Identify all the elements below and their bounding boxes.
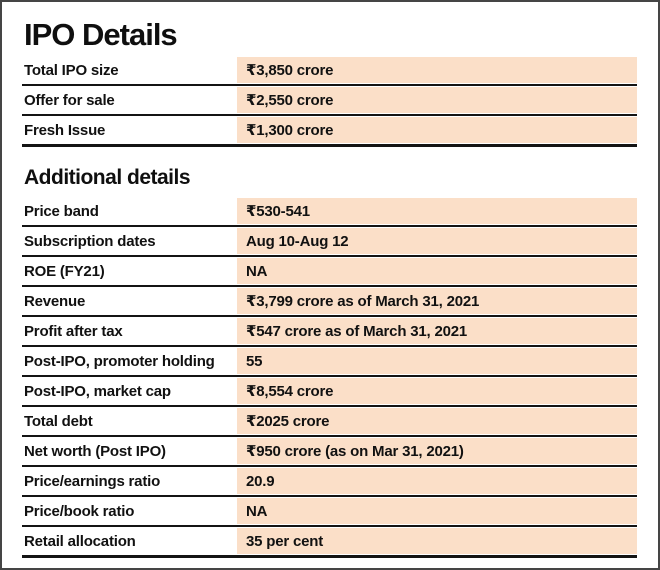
row-label: Retail allocation [22,527,237,555]
additional-details-heading: Additional details [24,166,191,189]
row-label: ROE (FY21) [22,257,237,285]
row-value: Aug 10-Aug 12 [237,227,637,255]
row-label: Post-IPO, promoter holding [22,347,237,375]
row-label: Revenue [22,287,237,315]
row-label: Price/book ratio [22,497,237,525]
table-row: Post-IPO, market cap ₹8,554 crore [22,377,637,407]
row-label: Offer for sale [22,86,237,114]
table-row: ROE (FY21) NA [22,257,637,287]
table-row: Post-IPO, promoter holding 55 [22,347,637,377]
row-value: 55 [237,347,637,375]
row-value: ₹2025 crore [237,407,637,435]
row-label: Fresh Issue [22,116,237,144]
table-row: Revenue ₹3,799 crore as of March 31, 202… [22,287,637,317]
row-label: Subscription dates [22,227,237,255]
table-row: Retail allocation 35 per cent [22,527,637,558]
row-value: ₹8,554 crore [237,377,637,405]
row-label: Post-IPO, market cap [22,377,237,405]
page-title: IPO Details [24,17,178,52]
table-row: Price band ₹530-541 [22,197,637,227]
row-label: Price/earnings ratio [22,467,237,495]
row-label: Net worth (Post IPO) [22,437,237,465]
row-value: ₹2,550 crore [237,86,637,114]
row-value: ₹530-541 [237,197,637,225]
row-value: ₹1,300 crore [237,116,637,144]
table-row: Offer for sale ₹2,550 crore [22,86,637,116]
table-row: Fresh Issue ₹1,300 crore [22,116,637,147]
row-value: 20.9 [237,467,637,495]
row-value: NA [237,497,637,525]
row-value: ₹547 crore as of March 31, 2021 [237,317,637,345]
row-value: ₹3,799 crore as of March 31, 2021 [237,287,637,315]
row-value: 35 per cent [237,527,637,555]
row-label: Total debt [22,407,237,435]
row-label: Price band [22,197,237,225]
table-row: Price/earnings ratio 20.9 [22,467,637,497]
table-row: Total IPO size ₹3,850 crore [22,56,637,86]
row-label: Profit after tax [22,317,237,345]
row-value: ₹950 crore (as on Mar 31, 2021) [237,437,637,465]
table-row: Total debt ₹2025 crore [22,407,637,437]
row-label: Total IPO size [22,56,237,84]
table-row: Net worth (Post IPO) ₹950 crore (as on M… [22,437,637,467]
ipo-details-table: Total IPO size ₹3,850 crore Offer for sa… [22,56,637,147]
table-row: Profit after tax ₹547 crore as of March … [22,317,637,347]
table-row: Price/book ratio NA [22,497,637,527]
row-value: NA [237,257,637,285]
row-value: ₹3,850 crore [237,56,637,84]
table-row: Subscription dates Aug 10-Aug 12 [22,227,637,257]
additional-details-table: Price band ₹530-541 Subscription dates A… [22,197,637,558]
